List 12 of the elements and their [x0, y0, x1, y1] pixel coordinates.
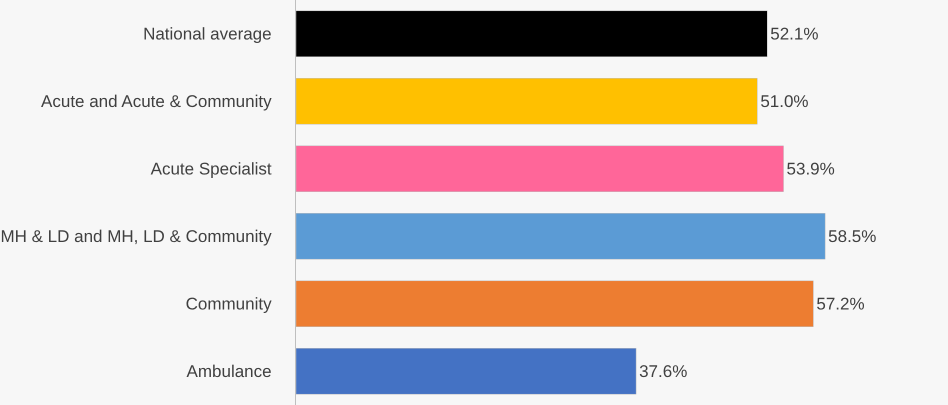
y-tick-label: Acute and Acute & Community	[41, 92, 272, 112]
data-label: 37.6%	[639, 362, 688, 381]
y-tick-label: Ambulance	[186, 362, 272, 382]
data-label: 52.1%	[770, 24, 818, 44]
data-label: 53.9%	[786, 159, 835, 178]
y-tick-label: Acute Specialist	[150, 160, 272, 179]
y-tick-label: Community	[186, 294, 272, 314]
y-tick-label: MH & LD and MH, LD & Community	[0, 227, 272, 246]
data-label: 51.0%	[760, 92, 809, 111]
y-tick-label: National average	[143, 24, 272, 44]
data-label: 57.2%	[816, 294, 865, 314]
data-label: 58.5%	[828, 226, 876, 246]
